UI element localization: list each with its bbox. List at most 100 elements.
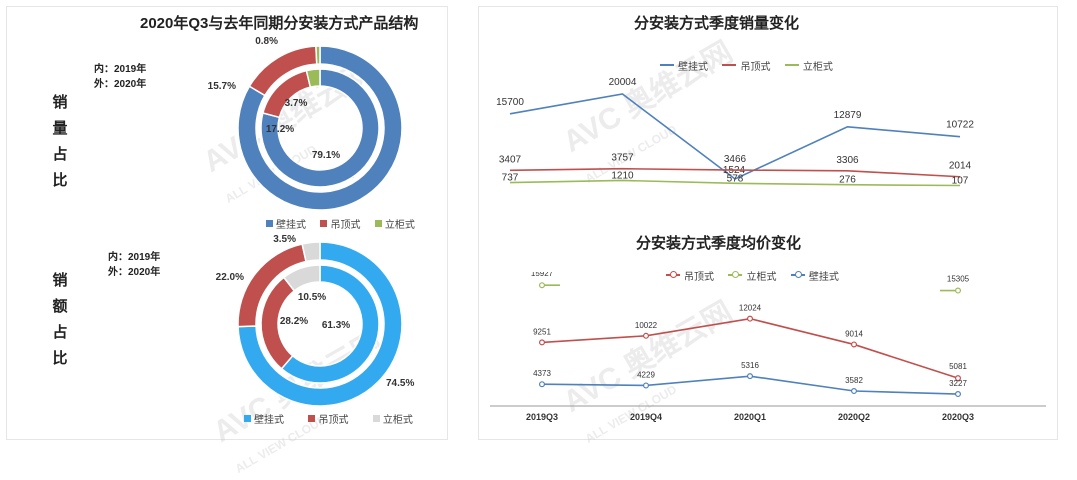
ring-note-outer: 外：2020年 xyxy=(108,267,161,278)
x-tick-label: 2020Q3 xyxy=(942,412,974,422)
legend-label: 吊顶式 xyxy=(318,415,349,426)
donut-label-inner: 61.3% xyxy=(322,320,350,331)
donut-chart-revenue: 74.5% 22.0% 3.5% 61.3% 28.2% 10.5% xyxy=(216,234,414,407)
legend-item: 吊顶式 xyxy=(308,411,348,426)
legend-label: 吊顶式 xyxy=(740,61,771,73)
left-panel xyxy=(6,6,448,440)
donut-label-outer: 3.5% xyxy=(273,234,296,245)
legend-item: 吊顶式 xyxy=(666,268,714,283)
data-point xyxy=(538,381,545,388)
legend-item: 壁挂式 xyxy=(244,411,284,426)
data-point xyxy=(747,373,754,380)
data-label: 3582 xyxy=(845,376,863,385)
donut-slice-outer xyxy=(237,241,403,407)
donut-label-outer: 15.7% xyxy=(208,81,236,92)
donut-label-outer: 22.0% xyxy=(216,272,244,283)
line-chart-price: 2019Q3 2019Q4 2020Q1 2020Q2 2020Q3 9251 10022 1… xyxy=(490,272,1046,422)
donut-slice-inner xyxy=(282,264,321,292)
legend-swatch xyxy=(374,220,382,227)
legend-label: 壁挂式 xyxy=(678,61,708,73)
data-point xyxy=(955,287,962,294)
side-char: 销 xyxy=(52,94,68,111)
legend-label: 立柜式 xyxy=(382,415,413,426)
right-panel xyxy=(478,6,1058,440)
legend-swatch xyxy=(320,220,328,227)
volume-line-legend: 壁挂式 吊顶式 立柜式 xyxy=(660,53,843,73)
ring-note-inner: 内：2019年 xyxy=(94,64,147,75)
data-label: 10722 xyxy=(946,120,974,131)
donut-label-inner: 28.2% xyxy=(280,316,308,327)
data-label: 4373 xyxy=(533,369,551,378)
donut-label-outer: 74.5% xyxy=(386,378,414,389)
legend-label: 立柜式 xyxy=(384,220,415,231)
donut-slice-outer xyxy=(237,45,403,211)
data-point xyxy=(955,391,962,398)
legend-swatch xyxy=(244,415,251,422)
legend-swatch xyxy=(308,415,316,422)
data-point xyxy=(851,388,858,395)
data-label: 4229 xyxy=(637,370,655,379)
legend-label: 立柜式 xyxy=(746,271,777,283)
data-label: 3757 xyxy=(611,153,634,164)
data-label: 578 xyxy=(727,173,744,184)
donut-chart-volume: 83.5%15.7%0.8%79.1%17.2%3.7% xyxy=(208,36,403,211)
data-label: 20004 xyxy=(609,77,637,88)
legend-line xyxy=(784,64,799,66)
legend-label: 吊顶式 xyxy=(684,271,714,283)
left-chart-title: 2020年Q3与去年同期分安装方式产品结构 xyxy=(140,15,419,32)
side-char: 占 xyxy=(52,324,68,341)
legend-label: 壁挂式 xyxy=(808,271,839,283)
legend-label: 壁挂式 xyxy=(276,220,306,231)
x-tick-label: 2019Q3 xyxy=(526,412,558,422)
ring-note-inner: 内：2019年 xyxy=(108,252,161,263)
data-label: 3466 xyxy=(724,154,747,165)
series-line xyxy=(509,93,961,180)
donut-slice-outer xyxy=(301,241,321,263)
donut-slice-inner xyxy=(305,68,321,89)
data-label: 10022 xyxy=(635,321,658,330)
data-label: 276 xyxy=(839,175,856,186)
legend-item: 壁挂式 xyxy=(266,216,306,231)
legend-item: 吊顶式 xyxy=(722,58,770,73)
data-point xyxy=(538,282,545,289)
data-label: 5316 xyxy=(741,361,759,370)
data-label: 12024 xyxy=(739,304,762,313)
side-char: 销 xyxy=(52,272,68,289)
donut-legend-volume: 壁挂式 吊顶式 立柜式 xyxy=(266,214,425,232)
volume-line-title: 分安装方式季度销量变化 xyxy=(634,15,800,32)
data-label: 1210 xyxy=(611,170,634,181)
legend-line xyxy=(722,64,737,66)
legend-swatch xyxy=(372,415,380,422)
legend-line xyxy=(728,271,743,278)
data-label: 5081 xyxy=(949,362,967,371)
data-point xyxy=(643,332,650,339)
data-point xyxy=(538,339,545,346)
donut-slice-inner xyxy=(260,68,380,188)
data-label: 15700 xyxy=(496,97,524,108)
data-label: 9014 xyxy=(845,329,863,338)
donut-label-inner: 79.1% xyxy=(312,150,340,161)
data-label: 12879 xyxy=(834,110,862,121)
side-label-revenue: 销 额 占 比 xyxy=(50,268,70,372)
x-tick-label: 2020Q2 xyxy=(838,412,870,422)
legend-label: 立柜式 xyxy=(802,61,833,73)
data-point xyxy=(851,341,858,348)
ring-note-outer: 外：2020年 xyxy=(94,79,147,90)
side-char: 占 xyxy=(52,146,68,163)
data-label: 2014 xyxy=(949,161,972,172)
legend-line xyxy=(666,271,680,278)
data-label: 9251 xyxy=(533,327,551,336)
data-label: 15305 xyxy=(947,275,970,284)
side-char: 额 xyxy=(52,298,68,315)
donut-label-inner: 3.7% xyxy=(285,98,308,109)
legend-item: 立柜式 xyxy=(728,268,776,283)
donut-label-inner: 17.2% xyxy=(266,124,294,135)
legend-item: 壁挂式 xyxy=(660,58,708,73)
x-tick-label: 2019Q4 xyxy=(630,412,662,422)
data-point xyxy=(643,382,650,389)
data-label: 737 xyxy=(502,173,519,184)
series-line xyxy=(509,179,961,187)
legend-swatch xyxy=(266,220,273,227)
donut-label-outer: 0.8% xyxy=(255,36,278,47)
